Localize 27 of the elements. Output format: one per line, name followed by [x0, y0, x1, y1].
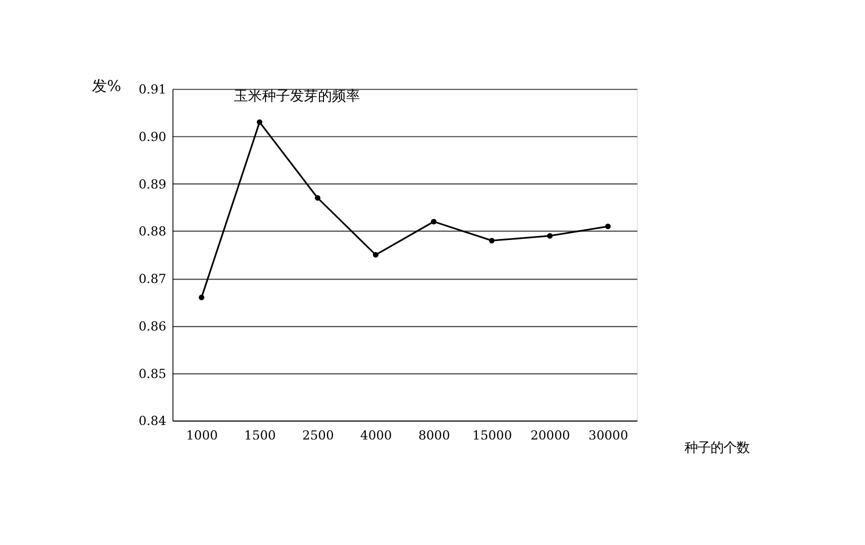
- y-tick-label: 0.84: [138, 413, 166, 428]
- x-tick-label: 8000: [418, 427, 450, 442]
- x-tick-label: 1000: [186, 427, 218, 442]
- x-tick-label: 30000: [588, 427, 628, 442]
- x-tick-label: 1500: [244, 427, 276, 442]
- point: [256, 119, 262, 125]
- point: [314, 195, 320, 201]
- x-axis-title: 种子的个数: [684, 440, 750, 456]
- y-tick-label: 0.91: [138, 82, 166, 97]
- x-tick-label: 2500: [302, 427, 334, 442]
- y-tick-label: 0.85: [138, 366, 166, 381]
- point: [430, 218, 437, 224]
- y-tick-label: 0.88: [138, 224, 166, 239]
- y-tick-label: 0.87: [138, 271, 166, 286]
- point: [489, 238, 495, 244]
- x-tick-label: 15000: [472, 427, 512, 442]
- chart-title: 玉米种子发芽的频率: [234, 88, 360, 105]
- y-tick-label: 0.89: [138, 176, 166, 192]
- point: [372, 252, 378, 258]
- point: [605, 224, 611, 230]
- y-tick-label: 0.90: [138, 128, 166, 144]
- point: [198, 294, 204, 300]
- x-tick-label: 4000: [360, 427, 392, 442]
- x-tick-label: 20000: [530, 427, 570, 442]
- y-axis-title: 发%: [92, 77, 122, 96]
- point: [547, 233, 553, 239]
- y-tick-label: 0.86: [138, 318, 166, 334]
